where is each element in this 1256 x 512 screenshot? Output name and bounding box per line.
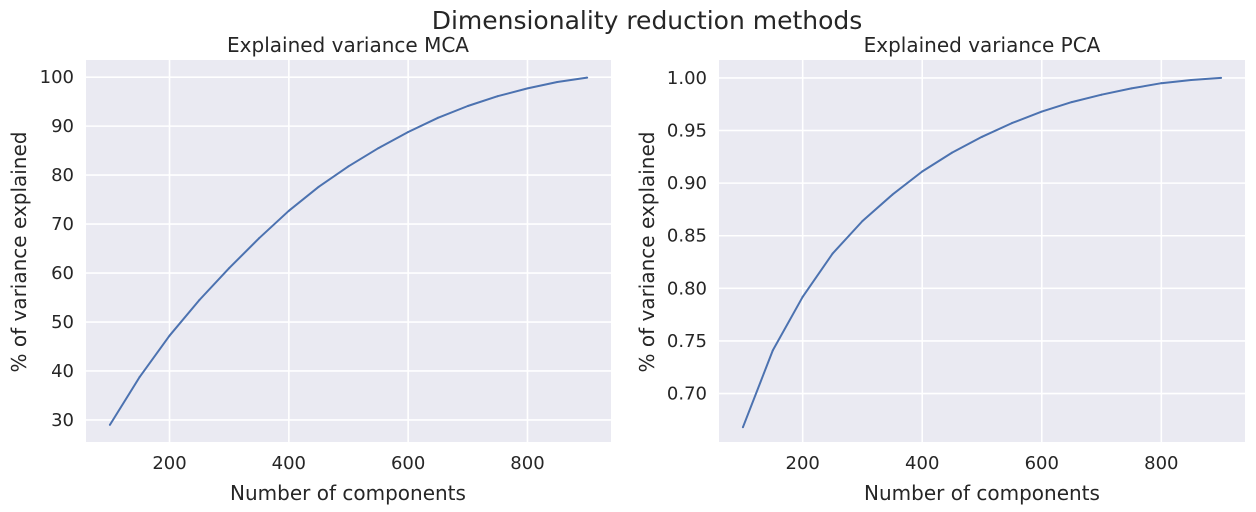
plot-area bbox=[719, 60, 1245, 442]
y-tick-label: 100 bbox=[40, 67, 74, 88]
data-point bbox=[138, 375, 141, 378]
data-point bbox=[1160, 82, 1163, 85]
data-point bbox=[317, 185, 320, 188]
y-tick-label: 0.80 bbox=[667, 278, 707, 299]
data-point bbox=[287, 209, 290, 212]
data-point bbox=[586, 76, 589, 79]
data-point bbox=[831, 252, 834, 255]
x-tick-label: 200 bbox=[152, 453, 186, 474]
x-tick-label: 800 bbox=[510, 453, 544, 474]
series bbox=[741, 76, 1223, 429]
figure-suptitle: Dimensionality reduction methods bbox=[432, 6, 863, 35]
data-point bbox=[801, 295, 804, 298]
grid bbox=[719, 60, 1245, 442]
data-point bbox=[741, 426, 744, 429]
data-point bbox=[347, 165, 350, 168]
data-point bbox=[1130, 87, 1133, 90]
x-tick-label: 400 bbox=[272, 453, 306, 474]
y-tick-label: 0.75 bbox=[667, 331, 707, 352]
x-axis-label: Number of components bbox=[230, 481, 466, 505]
data-point bbox=[981, 135, 983, 138]
x-tick-label: 600 bbox=[391, 453, 425, 474]
data-point bbox=[921, 170, 924, 173]
data-point bbox=[108, 423, 111, 426]
data-point bbox=[1070, 101, 1073, 104]
x-tick-label: 600 bbox=[1025, 453, 1059, 474]
data-point bbox=[861, 220, 864, 223]
data-point bbox=[258, 237, 261, 240]
x-tick-label: 400 bbox=[905, 453, 939, 474]
series bbox=[108, 76, 589, 426]
data-point bbox=[1100, 93, 1103, 96]
data-point bbox=[1040, 110, 1043, 113]
data-point bbox=[198, 298, 201, 301]
data-point bbox=[556, 81, 559, 84]
y-tick-label: 0.85 bbox=[667, 226, 707, 247]
tick-labels: 200 400 600 800 30 40 50 60 70 80 90 100 bbox=[40, 67, 545, 474]
x-axis-label: Number of components bbox=[864, 481, 1100, 505]
data-point bbox=[407, 130, 410, 133]
y-tick-label: 40 bbox=[51, 361, 74, 382]
y-tick-label: 0.95 bbox=[667, 121, 707, 142]
y-tick-label: 60 bbox=[51, 263, 74, 284]
data-point bbox=[436, 116, 439, 119]
data-point bbox=[891, 193, 894, 196]
data-point bbox=[771, 349, 774, 352]
grid bbox=[86, 60, 611, 442]
y-tick-label: 0.70 bbox=[667, 384, 707, 405]
y-tick-label: 30 bbox=[51, 410, 74, 431]
data-point bbox=[1220, 76, 1223, 79]
y-tick-label: 1.00 bbox=[667, 68, 707, 89]
data-point bbox=[496, 95, 499, 98]
tick-labels: 200 400 600 800 0.70 0.75 0.80 0.85 0.90 0.95 1.00 bbox=[667, 68, 1179, 474]
y-tick-label: 80 bbox=[51, 165, 74, 186]
chart-panel-mca: Explained variance MCA Number of compone… bbox=[7, 33, 611, 505]
y-axis-label: % of variance explained bbox=[635, 132, 659, 373]
data-point bbox=[951, 151, 954, 154]
plot-area bbox=[86, 60, 611, 442]
y-tick-label: 50 bbox=[51, 312, 74, 333]
data-point bbox=[526, 87, 529, 90]
y-tick-label: 70 bbox=[51, 214, 74, 235]
chart-panel-pca: Explained variance PCA Number of compone… bbox=[635, 33, 1245, 505]
y-tick-label: 0.90 bbox=[667, 173, 707, 194]
data-point bbox=[168, 334, 171, 337]
data-point bbox=[1190, 78, 1193, 81]
x-tick-label: 200 bbox=[786, 453, 820, 474]
data-point bbox=[1010, 122, 1013, 125]
data-point bbox=[466, 105, 469, 108]
x-tick-label: 800 bbox=[1144, 453, 1178, 474]
y-axis-label: % of variance explained bbox=[7, 132, 31, 373]
chart-title: Explained variance PCA bbox=[864, 33, 1101, 57]
data-point bbox=[228, 267, 231, 270]
chart-title: Explained variance MCA bbox=[227, 33, 469, 57]
data-point bbox=[377, 147, 380, 150]
y-tick-label: 90 bbox=[51, 116, 74, 137]
